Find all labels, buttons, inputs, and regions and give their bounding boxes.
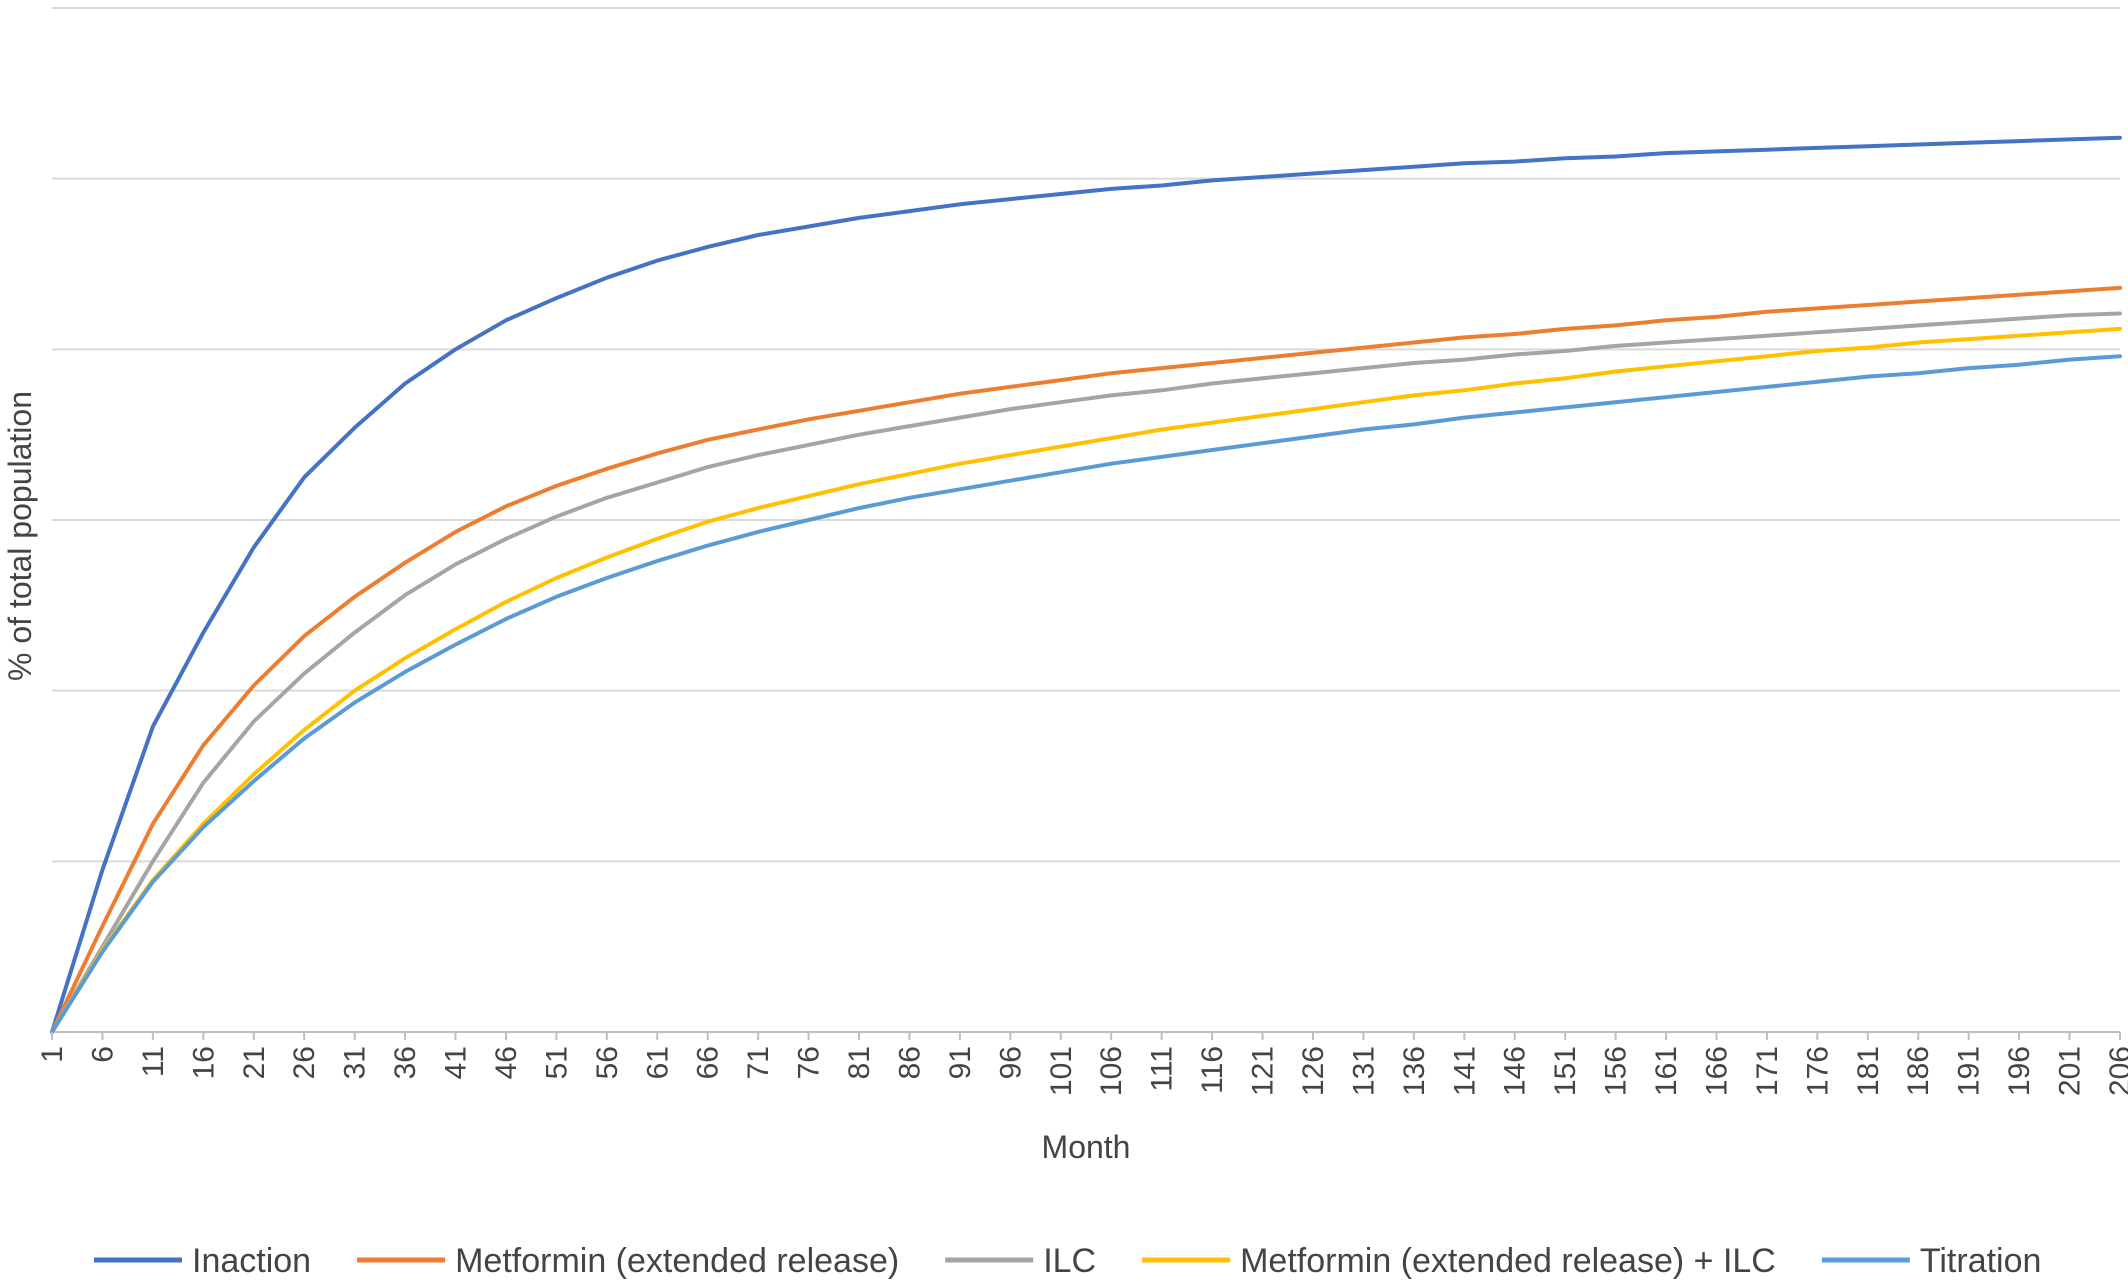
x-tick-label: 136 (1398, 1046, 1431, 1096)
x-tick-label: 151 (1549, 1046, 1582, 1096)
legend-label-1: Inaction (192, 1242, 311, 1280)
series-line-4 (50, 326, 2122, 1034)
x-tick-label: 26 (288, 1046, 321, 1079)
x-tick-label: 121 (1247, 1046, 1280, 1096)
x-tick-label: 166 (1700, 1046, 1733, 1096)
legend-label-4: Metformin (extended release) + ILC (1240, 1242, 1776, 1280)
x-tick-label: 126 (1297, 1046, 1330, 1096)
x-tick-label: 91 (944, 1046, 977, 1079)
x-tick-label: 1 (36, 1046, 69, 1063)
series-line-1 (50, 135, 2122, 1034)
x-tick-label: 111 (1146, 1046, 1179, 1092)
x-tick-label: 156 (1600, 1046, 1633, 1096)
x-tick-label: 161 (1650, 1046, 1683, 1096)
x-tick-label: 101 (1045, 1046, 1078, 1096)
x-tick-label: 6 (86, 1046, 119, 1063)
x-tick-label: 66 (692, 1046, 725, 1079)
x-tick-label: 181 (1852, 1046, 1885, 1096)
x-tick-label: 36 (389, 1046, 422, 1079)
legend-label-2: Metformin (extended release) (455, 1242, 899, 1280)
x-tick-label: 51 (540, 1046, 573, 1079)
x-tick-label: 41 (440, 1046, 473, 1079)
x-tick-label: 171 (1751, 1046, 1784, 1096)
x-tick-label: 206 (2104, 1046, 2128, 1096)
x-tick-label: 11 (137, 1046, 170, 1077)
series-lines (50, 135, 2122, 1034)
gridlines (52, 7, 2120, 1033)
series-line-3 (50, 311, 2122, 1034)
x-tick-label: 46 (490, 1046, 523, 1079)
x-axis-ticks: 1 6 11 16 21 26 31 36 41 46 51 56 61 66 71 76 81 86 91 96 10… (36, 1032, 2128, 1096)
x-tick-label: 16 (187, 1046, 220, 1079)
x-tick-label: 31 (339, 1046, 372, 1079)
series-line-5 (50, 354, 2122, 1034)
x-axis-title: Month (1042, 1129, 1131, 1165)
x-tick-label: 196 (2003, 1046, 2036, 1096)
x-tick-label: 81 (843, 1046, 876, 1079)
x-tick-label: 96 (994, 1046, 1027, 1079)
x-tick-label: 176 (1801, 1046, 1834, 1096)
x-tick-label: 146 (1499, 1046, 1532, 1096)
x-tick-label: 71 (742, 1046, 775, 1079)
legend: Inaction Metformin (extended release) ILC M… (94, 1242, 2041, 1280)
legend-label-5: Titration (1920, 1242, 2042, 1280)
x-tick-label: 116 (1196, 1046, 1229, 1094)
x-tick-label: 106 (1095, 1046, 1128, 1096)
x-tick-label: 21 (238, 1046, 271, 1079)
x-tick-label: 201 (2054, 1046, 2087, 1096)
x-tick-label: 191 (1953, 1046, 1986, 1096)
series-line-2 (50, 285, 2122, 1034)
legend-label-3: ILC (1043, 1242, 1096, 1280)
x-tick-label: 76 (793, 1046, 826, 1079)
x-tick-label: 56 (591, 1046, 624, 1079)
x-tick-label: 186 (1902, 1046, 1935, 1096)
x-tick-label: 86 (893, 1046, 926, 1079)
x-tick-label: 61 (641, 1046, 674, 1079)
x-tick-label: 131 (1347, 1046, 1380, 1096)
y-axis-title: % of total population (2, 391, 38, 681)
x-tick-label: 141 (1448, 1046, 1481, 1096)
